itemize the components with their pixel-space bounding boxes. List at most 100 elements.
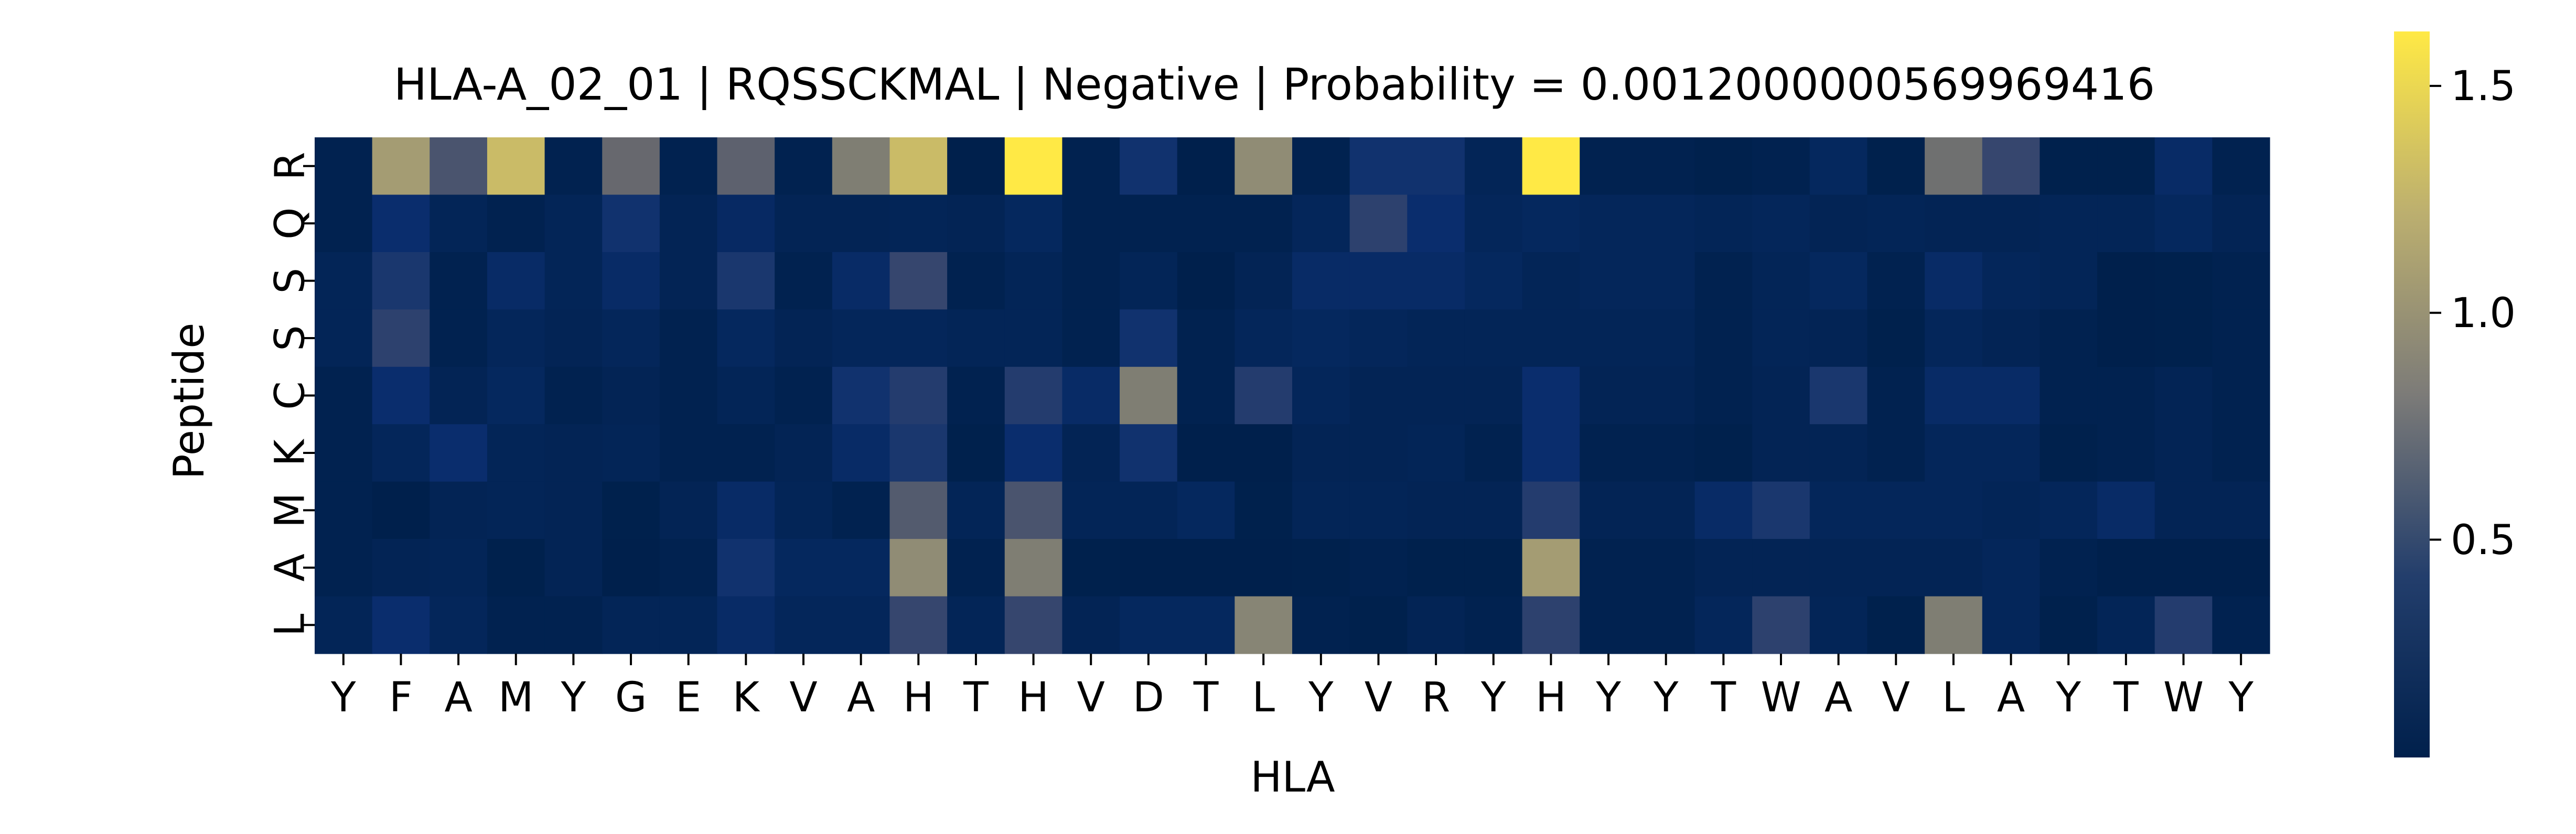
heatmap-cell <box>2040 194 2098 253</box>
heatmap-cell <box>372 424 430 482</box>
heatmap-cell <box>1809 309 1868 367</box>
heatmap-cell <box>1982 137 2041 196</box>
heatmap-cell <box>659 366 718 425</box>
heatmap-cell <box>1522 309 1580 367</box>
heatmap-cell <box>487 481 545 539</box>
heatmap-cell <box>1464 137 1523 196</box>
heatmap-cell <box>717 309 775 367</box>
heatmap-cell <box>372 596 430 654</box>
heatmap-cell <box>775 252 833 310</box>
heatmap-cell <box>487 137 545 196</box>
heatmap-cell <box>2097 252 2155 310</box>
heatmap-cell <box>1235 366 1293 425</box>
heatmap-cell <box>889 596 948 654</box>
heatmap-cell <box>1235 539 1293 597</box>
heatmap-cell <box>1580 137 1638 196</box>
heatmap-cell <box>1694 366 1753 425</box>
heatmap-cell <box>717 194 775 253</box>
heatmap-cell <box>1349 539 1408 597</box>
heatmap-cell <box>947 137 1005 196</box>
heatmap-cell <box>2154 596 2213 654</box>
heatmap-cell <box>1982 252 2041 310</box>
heatmap-cell <box>1752 481 1810 539</box>
heatmap-cells <box>315 137 2270 654</box>
heatmap-cell <box>602 137 660 196</box>
x-tick-label: A <box>444 674 472 721</box>
heatmap-cell <box>1925 309 1983 367</box>
heatmap-cell <box>372 252 430 310</box>
x-tick-label: L <box>1942 674 1965 721</box>
heatmap-cell <box>659 309 718 367</box>
x-tick-label: V <box>1365 674 1392 721</box>
heatmap-cell <box>1292 424 1350 482</box>
heatmap-cell <box>1062 366 1120 425</box>
heatmap-cell <box>1637 596 1695 654</box>
heatmap-cell <box>2212 194 2270 253</box>
heatmap-cell <box>889 481 948 539</box>
x-tick-label: Y <box>561 674 586 721</box>
heatmap-cell <box>1694 596 1753 654</box>
heatmap-cell <box>1464 596 1523 654</box>
heatmap-cell <box>1004 596 1063 654</box>
heatmap-cell <box>1062 137 1120 196</box>
heatmap-cell <box>1925 424 1983 482</box>
heatmap-cell <box>889 194 948 253</box>
heatmap-cell <box>315 309 373 367</box>
y-tick-label: C <box>266 381 314 409</box>
heatmap-cell <box>1004 539 1063 597</box>
heatmap-cell <box>544 481 603 539</box>
heatmap-cell <box>1925 481 1983 539</box>
y-tick-label: L <box>266 613 314 636</box>
heatmap-cell <box>2040 309 2098 367</box>
heatmap-cell <box>1522 366 1580 425</box>
heatmap-cell <box>775 539 833 597</box>
x-tick-label: A <box>847 674 875 721</box>
heatmap-cell <box>1464 366 1523 425</box>
heatmap-cell <box>1867 539 1925 597</box>
heatmap-cell <box>775 194 833 253</box>
heatmap-cell <box>372 481 430 539</box>
x-tick-label: V <box>789 674 817 721</box>
heatmap-cell <box>1982 194 2041 253</box>
heatmap-cell <box>1407 194 1465 253</box>
heatmap-cell <box>1752 539 1810 597</box>
heatmap-cell <box>487 366 545 425</box>
x-tick-label: H <box>1018 674 1049 721</box>
heatmap-cell <box>1235 481 1293 539</box>
heatmap-cell <box>315 596 373 654</box>
heatmap-cell <box>1349 252 1408 310</box>
x-tick-label: F <box>389 674 413 721</box>
heatmap-cell <box>1925 596 1983 654</box>
colorbar-tick-label: 0.5 <box>2451 517 2516 564</box>
heatmap-cell <box>1867 309 1925 367</box>
x-tick-label: W <box>1761 674 1801 721</box>
heatmap-cell <box>1062 539 1120 597</box>
heatmap-cell <box>1580 194 1638 253</box>
heatmap-cell <box>1120 137 1178 196</box>
x-tick-label: V <box>1882 674 1910 721</box>
x-tick-label: T <box>1193 674 1219 721</box>
heatmap-cell <box>1637 481 1695 539</box>
colorbar-ticks: 0.5 1.0 1.5 <box>2430 63 2516 564</box>
heatmap-cell <box>1867 366 1925 425</box>
x-tick-label: R <box>1422 674 1450 721</box>
y-tick-label: K <box>266 439 314 467</box>
heatmap-cell <box>602 424 660 482</box>
heatmap-cell <box>2212 596 2270 654</box>
heatmap-cell <box>1292 366 1350 425</box>
heatmap-cell <box>1177 137 1235 196</box>
heatmap-cell <box>1809 481 1868 539</box>
heatmap-cell <box>1062 194 1120 253</box>
heatmap-cell <box>430 596 488 654</box>
heatmap-cell <box>544 137 603 196</box>
heatmap-cell <box>1522 194 1580 253</box>
heatmap-cell <box>2097 424 2155 482</box>
x-tick-label: D <box>1133 674 1164 721</box>
heatmap-cell <box>1120 481 1178 539</box>
heatmap-cell <box>487 309 545 367</box>
heatmap-cell <box>372 137 430 196</box>
heatmap-cell <box>1580 596 1638 654</box>
heatmap-cell <box>717 137 775 196</box>
heatmap-cell <box>1177 481 1235 539</box>
heatmap-cell <box>1235 137 1293 196</box>
